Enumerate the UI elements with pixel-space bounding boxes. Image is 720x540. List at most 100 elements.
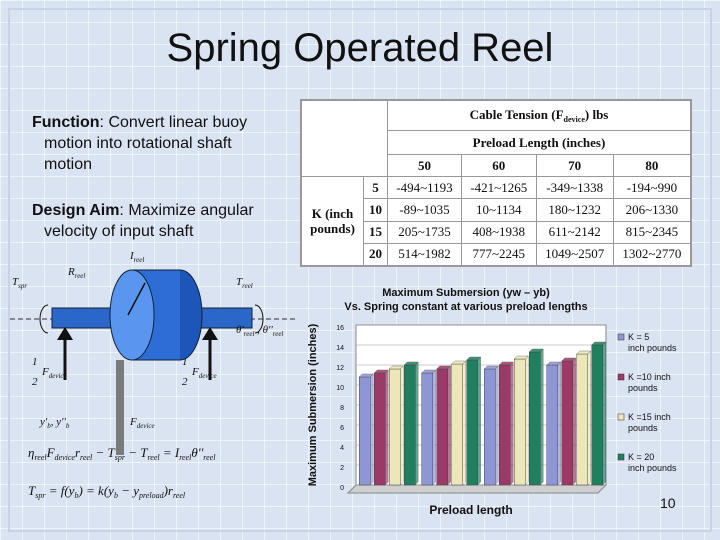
slide-frame <box>8 8 712 532</box>
rotation-arrow-right <box>254 304 264 334</box>
bar-top <box>388 365 404 370</box>
bar-side <box>587 350 591 486</box>
half-force-left: 1 <box>32 356 38 368</box>
rotation-arrow-left <box>39 304 49 334</box>
cable-tension-table: Cable Tension (Fdevice) lbs Preload Leng… <box>300 99 692 267</box>
half-force-right-den: 2 <box>182 376 188 388</box>
table-row: 10 -89~1035 10~1134 180~1232 206~1330 <box>302 198 692 222</box>
bar <box>561 360 573 486</box>
f-device-left: Fdevice <box>41 366 67 380</box>
legend-label-line2: inch pounds <box>628 343 677 353</box>
preload-header: Preload Length (inches) <box>387 130 691 155</box>
bar-top <box>561 357 577 362</box>
table-title: Cable Tension (Fdevice) lbs <box>387 100 691 131</box>
y-tick-label: 14 <box>336 345 344 352</box>
legend-label: K =15 inch <box>628 412 671 422</box>
legend-label-line2: pounds <box>628 383 658 393</box>
bar <box>451 363 463 486</box>
legend-swatch <box>617 333 625 341</box>
equation-spring: Tspr = f(yb) = k(yb − ypreload)rreel <box>28 483 186 500</box>
plot-area: 0 2 4 6 8 10 12 14 16 <box>336 324 608 494</box>
bar-side <box>447 365 451 486</box>
bullet-line: motion <box>44 156 93 173</box>
f-device-cable: Fdevice <box>129 416 155 430</box>
legend-label: K = 5 <box>628 332 649 342</box>
y-tick-label: 16 <box>336 325 344 332</box>
bar-side <box>495 365 499 486</box>
bar <box>404 364 416 486</box>
y-b-label: y'b, y''b <box>39 416 70 430</box>
bar-side <box>462 360 466 486</box>
column-header: 60 <box>461 154 537 177</box>
bar <box>576 353 588 486</box>
bar <box>514 358 526 486</box>
table-row: K (inch pounds) 5 -494~1193 -421~1265 -34… <box>301 175 692 266</box>
bar-side <box>572 357 576 486</box>
bar-top <box>421 369 437 374</box>
table-row: 20 514~1982 777~2245 1049~2507 1302~2770 <box>302 242 692 267</box>
submersion-chart: Maximum Submersion (yw – yb) Vs. Spring … <box>307 287 677 517</box>
bar <box>466 359 478 486</box>
legend-label: K =10 inch <box>628 372 671 382</box>
k-header: K (inch pounds) <box>301 176 364 266</box>
column-header: 70 <box>535 154 614 177</box>
bullet-text: : Convert linear buoy <box>99 114 248 131</box>
bar <box>484 368 496 486</box>
bar <box>359 376 371 486</box>
bar-top <box>528 348 544 353</box>
y-tick-label: 8 <box>340 405 344 412</box>
column-header: 80 <box>612 154 692 177</box>
legend-label-line2: pounds <box>628 423 658 433</box>
function-bullet: Function: Convert linear buoy motion int… <box>32 112 297 175</box>
legend-label-line2: inch pounds <box>628 463 677 473</box>
bar <box>389 368 401 486</box>
theta-label: θ'reel , θ''reel <box>236 324 283 338</box>
bar <box>421 372 433 486</box>
y-tick-label: 12 <box>336 365 344 372</box>
bullet-text: : Maximize angular <box>119 202 254 219</box>
bullet-line: velocity of input shaft <box>44 223 194 240</box>
bar-top <box>483 365 499 370</box>
bar-top <box>436 365 452 370</box>
cable <box>116 360 124 455</box>
bar-side <box>385 369 389 486</box>
bar-side <box>477 356 481 486</box>
legend-swatch <box>617 373 625 381</box>
bar-side <box>400 365 404 486</box>
reel-drum-face <box>109 269 155 361</box>
bar-top <box>358 373 374 378</box>
bar-side <box>510 361 514 486</box>
y-axis-label: Maximum Submersion (inches) <box>307 323 319 486</box>
bar-top <box>373 369 389 374</box>
t-reel-label: Treel <box>236 276 253 290</box>
bar-top <box>498 361 514 366</box>
bar <box>529 351 541 486</box>
legend-swatch <box>617 413 625 421</box>
i-reel-label: Ireel <box>129 250 144 264</box>
plot-floor <box>346 484 608 494</box>
table-row: 15 205~1735 408~1938 611~2142 815~2345 <box>302 220 692 244</box>
bar <box>591 344 603 486</box>
bar <box>546 364 558 486</box>
bar-side <box>415 361 419 486</box>
y-tick-label: 6 <box>340 425 344 432</box>
bar-top <box>576 350 592 355</box>
bar <box>374 372 386 486</box>
bullet-line: motion into rotational shaft <box>44 135 232 152</box>
equation-motion: ηreelFdevicerreel − Tspr − Treel = Ireel… <box>28 445 216 462</box>
reel-mechanism-diagram: Ireel Rreel Tspr Treel θ'reel , θ''reel … <box>10 250 295 500</box>
r-reel-label: Rreel <box>67 266 85 280</box>
chart-title-line2: Vs. Spring constant at various preload l… <box>344 301 587 313</box>
bullet-label: Design Aim <box>32 202 120 219</box>
bar-side <box>557 361 561 486</box>
legend-label: K = 20 <box>628 452 654 462</box>
x-axis-label: Preload length <box>429 503 512 517</box>
column-header: 50 <box>387 154 462 177</box>
half-force-right: 1 <box>182 356 188 368</box>
bar-top <box>466 356 482 361</box>
bullet-label: Function <box>32 114 100 131</box>
bar-side <box>602 341 606 486</box>
bar-top <box>403 361 419 366</box>
slide-title: Spring Operated Reel <box>166 26 554 70</box>
